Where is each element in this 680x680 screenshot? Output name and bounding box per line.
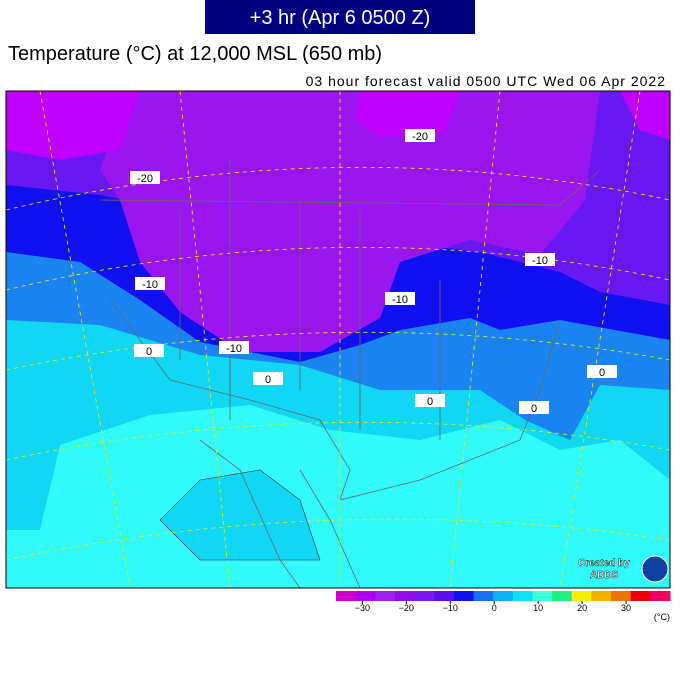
title: Temperature (°C) at 12,000 MSL (650 mb) (8, 43, 382, 65)
colorbar-swatch (630, 591, 651, 601)
header: +3 hr (Apr 6 0500 Z) (250, 7, 431, 29)
contour-label: -20 (137, 173, 153, 185)
contour-label-box (405, 129, 435, 142)
band (620, 91, 670, 140)
colorbar-tick-label: −30 (355, 603, 370, 613)
contour-labels: -20 -20 -10 -10 -10 -10 0 0 0 0 0 (130, 129, 617, 415)
colorbar-swatch (650, 591, 671, 601)
colorbar-swatch (355, 591, 376, 601)
colorbar-tick-label: 10 (533, 603, 543, 613)
colorbar-swatch (571, 591, 592, 601)
colorbar-swatch (591, 591, 612, 601)
contour-label-box (219, 341, 249, 354)
colorbar-swatch (512, 591, 533, 601)
colorbar-swatch (473, 591, 494, 601)
contour-label: 0 (427, 396, 433, 408)
noaa-logo (641, 555, 669, 583)
contour-label: 0 (265, 374, 271, 386)
colorbar-swatch (552, 591, 573, 601)
band (100, 91, 600, 352)
boundaries (99, 160, 601, 588)
colorbar-swatch (434, 591, 455, 601)
contour-label: -10 (392, 294, 408, 306)
contour-label-box (134, 344, 164, 357)
contour-label-box (519, 401, 549, 414)
contour-label-box (385, 292, 415, 305)
colorbar-swatch (611, 591, 632, 601)
contour-label: -20 (412, 131, 428, 143)
contour-label-box (415, 394, 445, 407)
colorbar-tick-label: 0 (492, 603, 497, 613)
map-area: -20 -20 -10 -10 -10 -10 0 0 0 0 0 Created by ADDS (5, 90, 671, 589)
colorbar-swatch (493, 591, 514, 601)
colorbar-swatch (394, 591, 416, 601)
band (6, 91, 140, 160)
band (355, 91, 460, 137)
contour-label-box (525, 253, 555, 266)
colorbar-swatch (532, 591, 553, 601)
colorbar-unit: (°C) (654, 612, 670, 622)
colorbar-swatch (336, 591, 357, 601)
credit: ADDS (590, 570, 619, 581)
contour-label-box (135, 277, 165, 290)
credit: Created by (578, 558, 630, 569)
header-box (205, 0, 475, 34)
contour-label: -10 (226, 343, 242, 355)
contour-label: 0 (599, 367, 605, 379)
colorbar-swatch (453, 591, 475, 601)
contour-label: 0 (531, 403, 537, 415)
map-frame (5, 90, 671, 589)
contour-label-box (130, 171, 160, 184)
contour-label: -10 (532, 255, 548, 267)
colorbar-swatch (375, 591, 396, 601)
colorbar-tick-label: −20 (399, 603, 414, 613)
contour-label-box (587, 365, 617, 378)
colorbar-tick-label: 20 (577, 603, 587, 613)
colorbar-tick-label: −10 (443, 603, 458, 613)
contour-label-box (253, 372, 283, 385)
graticule (6, 91, 670, 588)
contour-label: 0 (146, 346, 152, 358)
subtitle: 03 hour forecast valid 0500 UTC Wed 06 A… (306, 73, 666, 89)
colorbar: −30 −20 −10 0 10 20 30 (336, 591, 671, 613)
colorbar-tick-label: 30 (621, 603, 631, 613)
colorbar-swatch (414, 591, 435, 601)
contour-label: -10 (142, 279, 158, 291)
band (159, 469, 321, 561)
